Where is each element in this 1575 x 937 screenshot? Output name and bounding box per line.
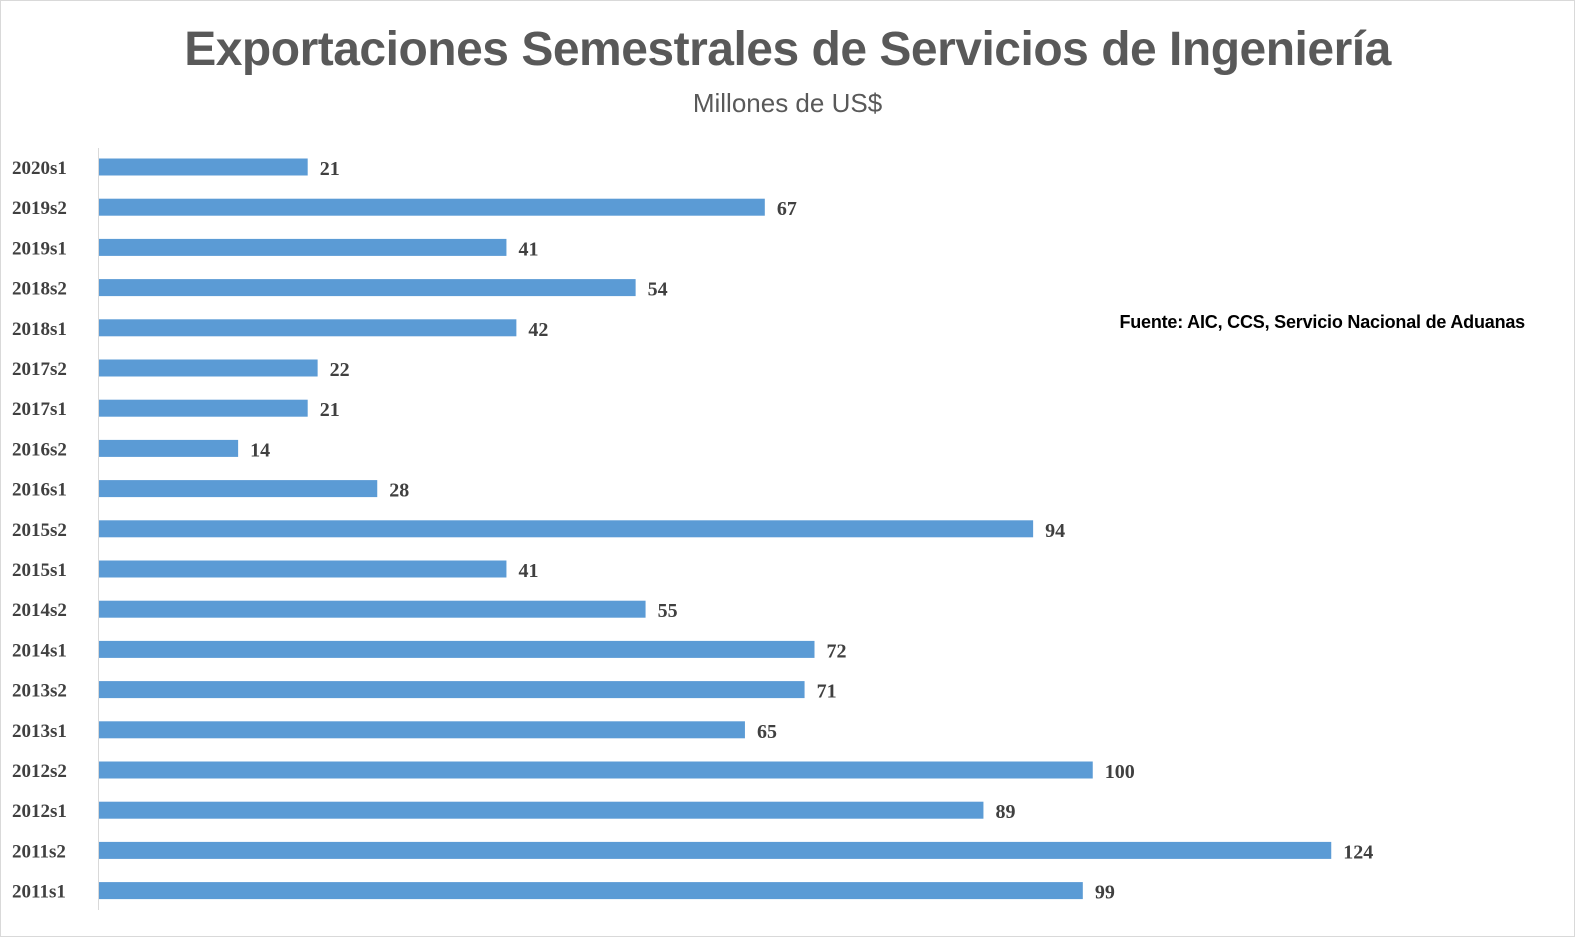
category-label-2012s1: 2012s1 [12,801,67,822]
bar-2016s2 [99,439,239,457]
bar-2018s2 [99,279,636,297]
value-label-2013s1: 65 [757,721,777,743]
bar-2019s1 [99,238,507,256]
category-label-2011s1: 2011s1 [12,882,66,903]
bar-2015s1 [99,560,507,578]
value-label-2011s2: 124 [1343,841,1373,863]
category-label-2017s1: 2017s1 [12,399,67,420]
bar-2015s2 [99,520,1034,538]
bar-2011s2 [99,841,1332,859]
value-label-2018s1: 42 [528,319,548,341]
value-label-2016s2: 14 [250,439,270,461]
value-label-2012s1: 89 [995,801,1015,823]
bar-2011s1 [99,882,1083,900]
category-label-2017s2: 2017s2 [12,359,67,380]
category-label-2016s2: 2016s2 [12,439,67,460]
value-label-2020s1: 21 [320,158,340,180]
value-label-2012s2: 100 [1105,761,1135,783]
category-label-2020s1: 2020s1 [12,158,67,179]
bar-2020s1 [99,158,308,176]
bar-2014s1 [99,640,815,658]
value-label-2017s1: 21 [320,399,340,421]
category-label-2018s1: 2018s1 [12,319,67,340]
category-label-2016s1: 2016s1 [12,480,67,501]
value-label-2014s1: 72 [827,640,847,662]
chart-subtitle: Millones de US$ [692,88,883,118]
value-label-2018s2: 54 [648,279,668,301]
bar-2014s2 [99,600,646,618]
category-label-2015s1: 2015s1 [12,560,67,581]
bar-2017s2 [99,359,318,377]
bar-2019s2 [99,198,765,216]
category-label-2014s1: 2014s1 [12,640,67,661]
category-label-2011s2: 2011s2 [12,841,66,862]
category-label-2019s2: 2019s2 [12,198,67,219]
category-label-2014s2: 2014s2 [12,600,67,621]
source-annotation: Fuente: AIC, CCS, Servicio Nacional de A… [1119,312,1525,332]
value-label-2019s2: 67 [777,198,797,220]
bar-2018s1 [99,319,517,337]
value-label-2017s2: 22 [330,359,350,381]
bar-2016s1 [99,480,378,498]
bar-2012s1 [99,801,984,819]
chart-title: Exportaciones Semestrales de Servicios d… [184,23,1391,76]
value-label-2014s2: 55 [658,600,678,622]
bar-2017s1 [99,399,308,417]
category-label-2019s1: 2019s1 [12,238,67,259]
category-label-2013s1: 2013s1 [12,721,67,742]
category-label-2015s2: 2015s2 [12,520,67,541]
value-label-2015s1: 41 [518,560,538,582]
value-label-2019s1: 41 [518,238,538,260]
category-label-2012s2: 2012s2 [12,761,67,782]
value-label-2013s2: 71 [817,681,837,703]
value-label-2011s1: 99 [1095,882,1115,904]
bar-2013s2 [99,681,805,699]
category-label-2013s2: 2013s2 [12,681,67,702]
value-label-2015s2: 94 [1045,520,1065,542]
bar-2013s1 [99,721,745,739]
bar-2012s2 [99,761,1093,779]
category-label-2018s2: 2018s2 [12,279,67,300]
value-label-2016s1: 28 [389,480,409,502]
